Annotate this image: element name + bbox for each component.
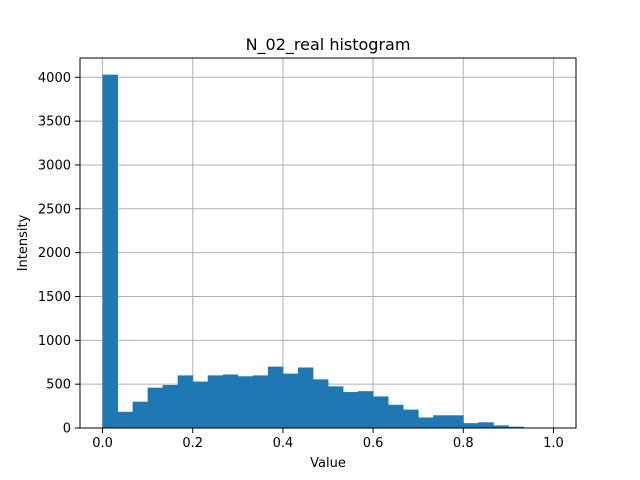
histogram-bar xyxy=(177,375,194,428)
histogram-bar xyxy=(222,374,239,428)
histogram-bar xyxy=(237,376,254,428)
y-tick-label: 1500 xyxy=(38,290,71,305)
grid-layer xyxy=(80,58,576,429)
histogram-bar xyxy=(297,367,314,428)
y-tick-label: 2500 xyxy=(38,202,71,217)
y-tick-label: 1000 xyxy=(38,334,71,349)
histogram-bar xyxy=(508,426,524,428)
histogram-bar xyxy=(267,366,284,428)
histogram-bar xyxy=(132,401,149,428)
histogram-bar xyxy=(162,385,179,428)
y-tick-label: 0 xyxy=(63,422,71,437)
histogram-bar xyxy=(448,415,464,428)
histogram-bar xyxy=(312,379,329,428)
x-tick-label: 1.0 xyxy=(543,436,564,451)
y-tick-label: 3500 xyxy=(38,115,71,130)
histogram-bar xyxy=(403,409,419,428)
histogram-bar xyxy=(343,392,359,428)
histogram-bar xyxy=(493,425,509,428)
x-tick-label: 0.4 xyxy=(273,436,294,451)
y-axis-title: Intensity xyxy=(16,214,31,271)
x-tick-label: 0.6 xyxy=(363,436,384,451)
y-tick-label: 500 xyxy=(46,378,71,393)
histogram-bar xyxy=(358,391,374,428)
plot-frame xyxy=(79,57,577,429)
x-axis-title: Value xyxy=(310,456,346,471)
histogram-bar xyxy=(463,423,479,428)
y-tick-label: 2000 xyxy=(38,246,71,261)
histogram-bar xyxy=(433,415,449,428)
histogram-bar xyxy=(102,74,118,429)
histogram-bar xyxy=(328,386,344,428)
histogram-bar xyxy=(478,422,494,428)
x-tick-label: 0.8 xyxy=(453,436,474,451)
y-tick-label: 3000 xyxy=(38,158,71,173)
histogram-bar xyxy=(282,373,299,428)
ticks-layer: 0.0 0.2 0.4 0.6 0.8 1.0 0 500 1000 1500 2000 2500 30… xyxy=(38,71,564,451)
histogram-bar xyxy=(373,396,389,428)
histogram-bar xyxy=(192,381,209,428)
x-tick-label: 0.0 xyxy=(92,436,113,451)
histogram-bar xyxy=(418,417,434,428)
histogram-bar xyxy=(117,411,133,428)
histogram-bar xyxy=(252,375,269,428)
y-tick-label: 4000 xyxy=(38,71,71,86)
x-tick-label: 0.2 xyxy=(182,436,203,451)
chart-title: N_02_real histogram xyxy=(246,35,411,55)
histogram-bar xyxy=(388,404,404,428)
bars-layer xyxy=(102,74,554,429)
histogram-bar xyxy=(207,375,224,428)
histogram-bar xyxy=(147,387,164,428)
